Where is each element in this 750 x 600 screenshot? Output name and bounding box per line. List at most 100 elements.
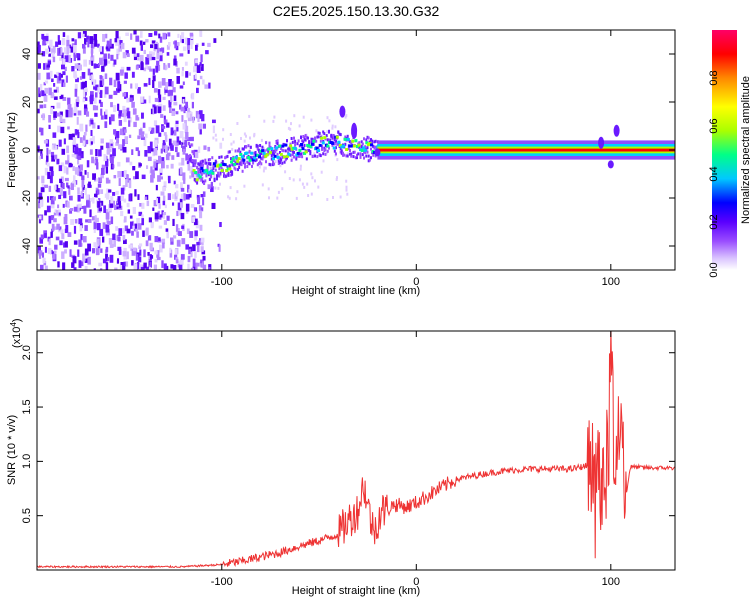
noise-cell — [46, 162, 50, 167]
noise-cell — [46, 155, 49, 162]
ridge-cell — [329, 141, 333, 144]
noise-cell — [149, 261, 152, 267]
ridge-halo — [220, 161, 223, 165]
ridge-halo — [308, 140, 311, 144]
noise-cell — [42, 40, 46, 46]
ridge-halo — [272, 160, 274, 164]
noise-cell — [143, 249, 146, 258]
noise-cell — [187, 38, 191, 46]
noise-cell — [137, 223, 142, 230]
noise-cell — [37, 176, 40, 180]
noise-cell — [126, 228, 131, 234]
ridge-cell — [287, 152, 291, 156]
noise-cell — [171, 110, 176, 116]
noise-cell — [93, 79, 96, 87]
ridge-halo — [284, 158, 287, 162]
noise-cell — [173, 58, 177, 66]
noise-cell — [276, 196, 279, 200]
noise-cell — [202, 79, 205, 85]
ridge-halo — [288, 146, 291, 150]
noise-cell — [48, 149, 51, 155]
noise-cell — [148, 77, 151, 86]
ridge-halo — [366, 146, 369, 150]
ridge-halo — [191, 150, 194, 154]
noise-cell — [180, 193, 183, 199]
noise-cell — [44, 167, 48, 176]
noise-cell — [84, 248, 89, 256]
noise-cell — [64, 55, 69, 63]
noise-cell — [59, 240, 63, 246]
noise-cell — [58, 165, 63, 172]
noise-cell — [152, 75, 156, 82]
noise-cell — [55, 145, 58, 150]
noise-cell — [163, 181, 167, 188]
noise-cell — [163, 220, 168, 225]
y-tick-label: 0 — [21, 147, 33, 153]
noise-cell — [92, 197, 95, 204]
noise-cell — [137, 87, 141, 94]
noise-cell — [63, 191, 67, 199]
noise-cell — [219, 142, 223, 149]
noise-cell — [311, 176, 314, 180]
noise-cell — [103, 53, 107, 61]
ridge-cell — [289, 144, 293, 148]
noise-cell — [143, 138, 147, 147]
colorbar-gradient — [712, 30, 737, 270]
noise-cell — [75, 77, 79, 83]
noise-cell — [74, 88, 78, 97]
ridge-halo — [223, 172, 225, 176]
noise-cell — [164, 87, 168, 93]
noise-cell — [126, 107, 130, 112]
noise-cell — [107, 53, 110, 59]
noise-cell — [102, 34, 106, 42]
noise-cell — [53, 111, 57, 118]
noise-cell — [97, 125, 100, 130]
noise-cell — [128, 180, 132, 189]
ridge-halo — [333, 138, 336, 142]
noise-cell — [94, 84, 99, 91]
ridge-halo — [332, 135, 335, 139]
noise-cell — [118, 110, 123, 117]
ridge-halo — [207, 158, 210, 162]
ridge-cell — [228, 167, 232, 171]
noise-cell — [162, 212, 167, 216]
noise-cell — [195, 59, 199, 64]
noise-cell — [69, 46, 74, 53]
noise-cell — [76, 116, 79, 125]
noise-cell — [130, 33, 133, 40]
noise-cell — [49, 175, 53, 184]
noise-cell — [58, 139, 62, 147]
noise-cell — [185, 71, 189, 78]
y-tick-label: 2.0 — [21, 345, 33, 360]
ridge-halo — [265, 160, 267, 164]
noise-cell — [95, 92, 98, 98]
noise-cell — [64, 66, 67, 72]
noise-cell — [51, 48, 55, 55]
noise-cell — [182, 148, 186, 155]
noise-cell — [210, 181, 214, 188]
noise-cell — [62, 118, 66, 124]
noise-cell — [48, 53, 51, 57]
ridge-halo — [221, 160, 224, 164]
ridge-cell — [219, 163, 223, 167]
ridge-halo — [328, 130, 330, 134]
noise-cell — [138, 243, 143, 247]
noise-cell — [180, 212, 185, 220]
ridge-halo — [277, 159, 280, 163]
ridge-halo — [252, 155, 255, 159]
noise-cell — [188, 189, 191, 194]
noise-cell — [82, 253, 86, 262]
noise-cell — [117, 161, 121, 167]
noise-cell — [169, 106, 172, 114]
ridge-halo — [276, 152, 279, 156]
noise-cell — [184, 37, 189, 45]
noise-cell — [281, 187, 284, 191]
noise-cell — [105, 109, 108, 115]
noise-cell — [109, 116, 112, 125]
noise-cell — [162, 96, 166, 101]
noise-cell — [114, 38, 118, 43]
noise-cell — [92, 122, 96, 129]
ridge-cell — [247, 156, 251, 160]
ridge-halo — [240, 163, 243, 167]
